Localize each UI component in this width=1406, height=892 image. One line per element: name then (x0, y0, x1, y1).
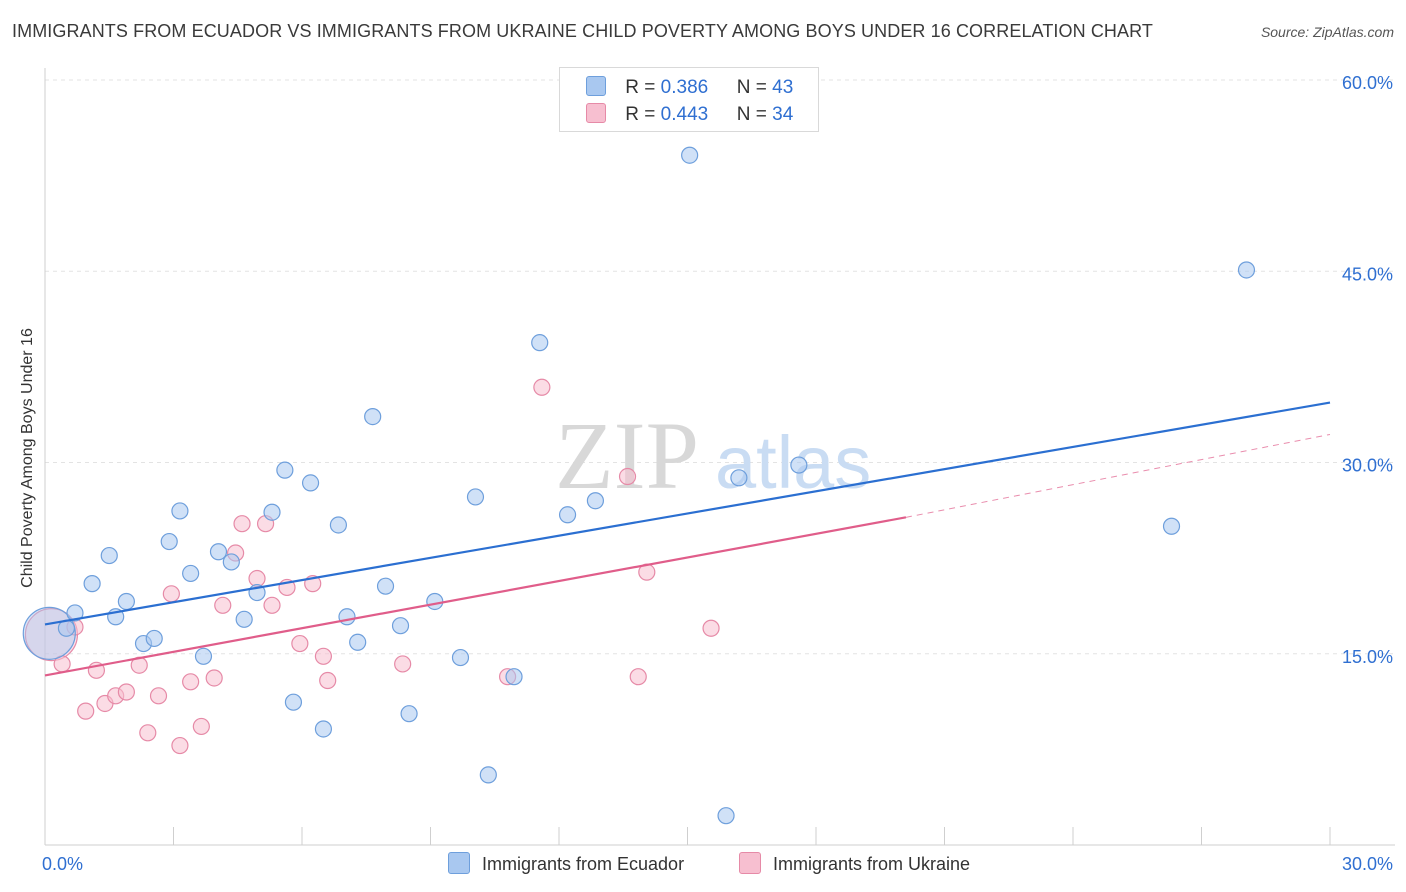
watermark-zip: ZIP (555, 402, 699, 509)
data-point-ecuador (1162, 517, 1181, 535)
legend-r-value: 0.443 (660, 104, 709, 125)
data-point-ecuador (466, 488, 485, 506)
legend-n-value: 34 (772, 104, 794, 125)
data-point-ukraine (291, 634, 309, 653)
legend-row-ukraine: R = 0.443 N = 34 (586, 103, 793, 127)
data-point-ukraine (182, 673, 200, 691)
grid-lines (45, 79, 1395, 655)
data-point-ecuador (391, 617, 410, 635)
legend-row-ecuador: R = 0.386 N = 43 (586, 76, 793, 100)
data-point-ukraine (205, 669, 223, 687)
trend-line-ukraine (44, 516, 907, 677)
data-point-ecuador (301, 474, 320, 492)
y-tick-label: 30.0% (1342, 456, 1393, 476)
axes (44, 68, 1395, 846)
data-point-ecuador (329, 516, 348, 534)
bottom-legend-swatch-ecuador (448, 852, 470, 874)
data-point-ecuador (194, 647, 213, 665)
data-point-ecuador (235, 610, 253, 628)
data-point-ecuador (209, 543, 228, 561)
data-point-ecuador (117, 592, 135, 611)
tick-labels: 15.0% 30.0% 45.0% 60.0% 0.0% 30.0% (42, 73, 1393, 874)
data-point-ecuador (586, 492, 605, 510)
data-point-ecuador (1237, 261, 1256, 279)
source-credit: Source: ZipAtlas.com (1260, 24, 1394, 40)
data-point-ecuador (505, 668, 523, 686)
data-point-ecuador (314, 720, 333, 738)
legend-r-label: R = (625, 77, 656, 98)
correlation-legend: R = 0.386 N = 43 R = 0.443 N = 34 (559, 67, 819, 132)
data-point-ecuador (338, 608, 356, 626)
data-point-ecuador (83, 575, 101, 593)
x-tick-label: 30.0% (1342, 854, 1393, 874)
bottom-legend-swatch-ukraine (739, 852, 761, 874)
bottom-legend-label-ukraine: Immigrants from Ukraine (773, 854, 971, 874)
data-point-ecuador (376, 577, 395, 595)
data-point-ukraine (171, 736, 189, 755)
legend-n-label: N = (736, 77, 767, 98)
data-point-ecuador (364, 408, 382, 426)
data-point-ecuador (730, 469, 748, 487)
data-point-ecuador (426, 592, 444, 611)
data-point-ecuador (284, 693, 303, 711)
legend-r-label: R = (625, 104, 656, 125)
data-point-ecuador (479, 766, 497, 784)
data-point-ukraine (263, 596, 281, 614)
y-tick-label: 45.0% (1342, 264, 1393, 284)
data-point-ecuador (222, 553, 240, 571)
data-point-ecuador (790, 456, 808, 474)
data-point-ecuador (558, 506, 577, 524)
legend-r-value: 0.386 (660, 77, 709, 98)
trend-line-ukraine-extension (905, 433, 1331, 518)
chart-title: IMMIGRANTS FROM ECUADOR VS IMMIGRANTS FR… (12, 21, 1153, 41)
data-point-ecuador (171, 502, 189, 520)
data-point-ukraine (149, 687, 168, 705)
series-ecuador-points (22, 146, 1256, 825)
watermark: ZIP atlas (555, 402, 871, 509)
data-point-ukraine (162, 585, 180, 603)
data-point-ecuador (276, 461, 294, 479)
data-point-ukraine (314, 647, 333, 665)
data-point-ukraine (139, 724, 157, 742)
y-tick-label: 60.0% (1342, 73, 1393, 93)
data-point-ukraine (394, 655, 412, 673)
data-point-ukraine (117, 683, 135, 701)
data-point-ukraine (702, 619, 720, 637)
data-point-ecuador (100, 546, 118, 565)
trend-lines (44, 401, 1331, 677)
bottom-legend-label-ecuador: Immigrants from Ecuador (482, 854, 685, 874)
data-point-ecuador (263, 503, 281, 521)
data-point-ecuador (681, 146, 699, 164)
data-point-ukraine (533, 378, 551, 396)
bottom-legend-ecuador: Immigrants from Ecuador (448, 852, 684, 875)
legend-n-label: N = (736, 104, 767, 125)
y-tick-label: 15.0% (1342, 647, 1393, 667)
data-point-ecuador (182, 564, 200, 583)
data-point-ecuador (66, 604, 84, 622)
data-point-ukraine (192, 717, 210, 736)
legend-swatch-ukraine (586, 103, 606, 123)
data-point-ecuador (531, 334, 549, 352)
legend-swatch-ecuador (586, 76, 606, 96)
legend-n-value: 43 (772, 77, 794, 98)
bottom-legend-ukraine: Immigrants from Ukraine (739, 852, 970, 875)
data-point-ecuador (160, 532, 178, 551)
data-point-ecuador (717, 807, 735, 825)
data-point-ukraine (319, 671, 337, 690)
data-point-ecuador (400, 705, 418, 723)
data-point-ukraine (214, 596, 232, 614)
x-tick-label: 0.0% (42, 854, 83, 874)
data-point-ecuador (145, 629, 163, 648)
data-point-ecuador (349, 633, 367, 651)
data-point-ukraine (618, 467, 637, 486)
data-point-ukraine (77, 702, 95, 720)
data-point-ukraine (233, 515, 251, 533)
trend-line-ecuador (44, 401, 1331, 626)
data-point-ecuador (451, 648, 470, 667)
data-point-ukraine (629, 668, 647, 686)
